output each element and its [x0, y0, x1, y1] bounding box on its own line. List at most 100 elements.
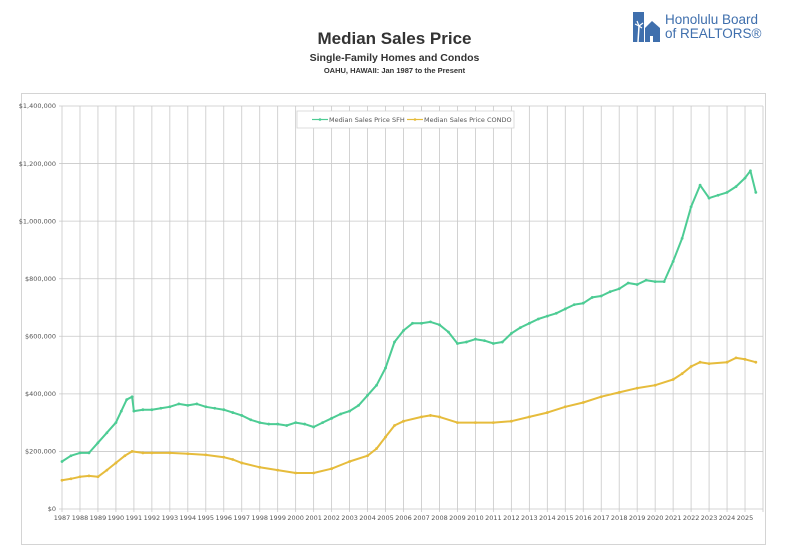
data-point-condo: [456, 421, 459, 425]
data-point-sfh: [294, 421, 298, 425]
data-point-condo: [87, 474, 91, 478]
data-point-condo: [240, 461, 244, 465]
x-tick-label: 2020: [647, 514, 664, 522]
data-point-condo: [438, 415, 441, 419]
data-point-sfh: [420, 321, 423, 325]
x-tick-label: 2003: [341, 514, 358, 522]
legend-label-condo: Median Sales Price CONDO: [424, 116, 512, 124]
x-tick-label: 2016: [575, 514, 592, 522]
data-point-condo: [698, 360, 702, 364]
data-point-sfh: [716, 193, 720, 197]
data-point-sfh: [680, 237, 684, 240]
x-tick-label: 1996: [215, 514, 232, 522]
x-tick-label: 2007: [413, 514, 430, 522]
data-point-condo: [366, 454, 369, 458]
data-point-condo: [141, 451, 145, 455]
data-point-sfh: [734, 185, 738, 189]
data-point-sfh: [130, 395, 134, 399]
data-point-condo: [617, 391, 621, 394]
data-point-condo: [168, 451, 172, 455]
chart-frame: [21, 93, 766, 545]
honolulu-board-of-realtors-logo: Honolulu Board of REALTORS®: [633, 12, 783, 46]
x-tick-label: 1992: [144, 514, 161, 522]
y-tick-label: $1,400,000: [19, 102, 56, 110]
data-point-sfh: [96, 441, 100, 445]
x-tick-label: 2012: [503, 514, 520, 522]
y-tick-label: $1,000,000: [19, 217, 56, 225]
data-point-sfh: [132, 409, 136, 413]
data-point-condo: [635, 386, 639, 390]
data-point-condo: [734, 356, 738, 360]
y-tick-label: $800,000: [25, 275, 56, 283]
data-point-sfh: [348, 409, 351, 413]
data-point-condo: [420, 415, 423, 419]
data-point-sfh: [536, 317, 540, 321]
data-point-sfh: [518, 326, 522, 330]
data-point-sfh: [617, 287, 621, 291]
x-axis-tick-labels: 1987 1988 1989 1990 1991 1992 1993 1994 1995 1996…: [54, 514, 754, 522]
data-point-sfh: [366, 393, 369, 397]
data-point-sfh: [125, 398, 129, 402]
x-tick-label: 1990: [108, 514, 125, 522]
data-point-condo: [96, 475, 100, 479]
x-tick-label: 2009: [449, 514, 466, 522]
data-point-condo: [375, 447, 378, 450]
data-point-sfh: [429, 320, 432, 324]
data-point-sfh: [267, 422, 271, 426]
chart-title: Median Sales Price: [317, 29, 472, 48]
data-point-sfh: [500, 340, 504, 344]
data-point-sfh: [231, 411, 235, 414]
building-palm-icon: [633, 12, 660, 42]
data-point-sfh: [375, 383, 378, 387]
x-tick-label: 1997: [233, 514, 250, 522]
data-point-sfh: [195, 402, 199, 406]
x-tick-label: 2025: [737, 514, 754, 522]
x-tick-label: 2019: [629, 514, 646, 522]
data-point-sfh: [590, 296, 594, 299]
data-point-condo: [384, 435, 387, 439]
x-tick-label: 2002: [323, 514, 340, 522]
data-point-sfh: [662, 280, 666, 283]
y-tick-label: $600,000: [25, 332, 56, 340]
y-tick-label: $400,000: [25, 390, 56, 398]
data-point-condo: [754, 360, 758, 364]
data-point-sfh: [330, 416, 334, 420]
data-point-condo: [348, 460, 351, 463]
data-point-sfh: [168, 405, 172, 409]
data-point-sfh: [653, 280, 657, 283]
y-axis-tick-labels: $0 $200,000 $400,000 $600,000 $800,000 $1,000…: [19, 102, 56, 513]
data-point-sfh: [285, 424, 289, 427]
data-point-sfh: [689, 205, 693, 209]
data-point-condo: [725, 360, 729, 364]
series-lines: [60, 169, 758, 482]
x-tick-label: 2013: [521, 514, 538, 522]
x-tick-label: 2018: [611, 514, 628, 522]
data-point-sfh: [707, 196, 711, 200]
data-point-condo: [186, 452, 190, 456]
data-point-sfh: [119, 409, 123, 413]
data-point-condo: [204, 453, 208, 457]
logo-line-1: Honolulu Board: [665, 12, 759, 27]
x-tick-label: 2004: [359, 514, 376, 522]
data-point-sfh: [60, 460, 64, 463]
x-tick-label: 2006: [395, 514, 412, 522]
data-point-condo: [150, 451, 154, 455]
data-point-sfh: [635, 283, 639, 286]
data-point-sfh: [213, 406, 217, 410]
data-point-sfh: [321, 421, 325, 425]
logo-line-2: of REALTORS®: [665, 26, 762, 41]
data-point-condo: [231, 458, 235, 461]
data-point-condo: [130, 450, 134, 453]
x-tick-label: 2005: [377, 514, 394, 522]
data-point-condo: [707, 362, 711, 366]
x-tick-label: 1993: [162, 514, 179, 522]
data-point-sfh: [159, 406, 163, 410]
data-point-condo: [105, 468, 109, 472]
data-point-sfh: [599, 294, 603, 298]
chart-title-block: Median Sales Price Single-Family Homes a…: [0, 28, 789, 76]
data-point-condo: [123, 454, 127, 458]
x-tick-label: 1991: [126, 514, 143, 522]
data-point-condo: [114, 461, 118, 465]
data-point-condo: [429, 414, 432, 417]
series-line-sfh: [61, 169, 757, 463]
